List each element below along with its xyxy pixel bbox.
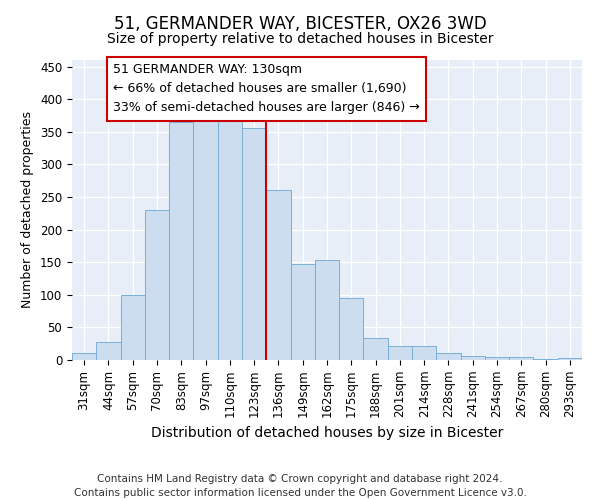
Bar bbox=[412, 346, 436, 360]
Bar bbox=[121, 295, 145, 360]
Bar bbox=[193, 118, 218, 360]
Bar bbox=[218, 116, 242, 360]
Bar bbox=[266, 190, 290, 360]
Bar bbox=[72, 354, 96, 360]
Bar bbox=[558, 358, 582, 360]
Bar bbox=[388, 346, 412, 360]
Bar bbox=[169, 122, 193, 360]
Bar bbox=[290, 264, 315, 360]
X-axis label: Distribution of detached houses by size in Bicester: Distribution of detached houses by size … bbox=[151, 426, 503, 440]
Bar bbox=[339, 298, 364, 360]
Bar bbox=[461, 356, 485, 360]
Bar bbox=[436, 353, 461, 360]
Text: 51 GERMANDER WAY: 130sqm
← 66% of detached houses are smaller (1,690)
33% of sem: 51 GERMANDER WAY: 130sqm ← 66% of detach… bbox=[113, 64, 420, 114]
Bar bbox=[364, 338, 388, 360]
Bar bbox=[485, 358, 509, 360]
Text: Contains HM Land Registry data © Crown copyright and database right 2024.
Contai: Contains HM Land Registry data © Crown c… bbox=[74, 474, 526, 498]
Bar bbox=[533, 358, 558, 360]
Bar bbox=[242, 128, 266, 360]
Text: 51, GERMANDER WAY, BICESTER, OX26 3WD: 51, GERMANDER WAY, BICESTER, OX26 3WD bbox=[113, 15, 487, 33]
Bar bbox=[145, 210, 169, 360]
Bar bbox=[315, 260, 339, 360]
Y-axis label: Number of detached properties: Number of detached properties bbox=[22, 112, 34, 308]
Bar bbox=[509, 358, 533, 360]
Bar bbox=[96, 342, 121, 360]
Text: Size of property relative to detached houses in Bicester: Size of property relative to detached ho… bbox=[107, 32, 493, 46]
